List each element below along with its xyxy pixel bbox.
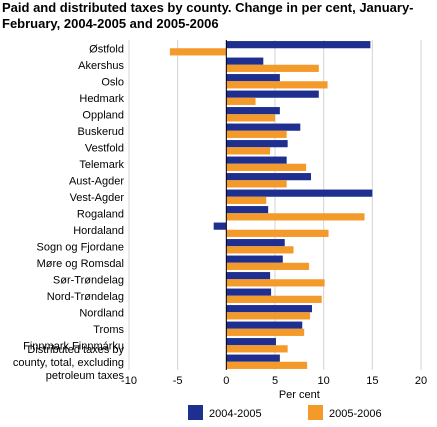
bar-2005-2006 [226,312,311,320]
category-label-line: county, total, excluding [13,357,124,369]
category-label: Finnmark Finnmárku [23,340,124,352]
bar-2004-2005 [226,305,312,313]
category-label-line: Aust-Agder [69,175,124,187]
bar-2005-2006 [226,97,256,105]
category-label: Hedmark [79,93,124,105]
bar-2005-2006 [226,147,271,155]
category-label-line: Buskerud [78,126,124,138]
category-label: Vestfold [85,142,124,154]
category-label: Aust-Agder [69,175,124,187]
category-label-line: Nord-Trøndelag [47,291,124,303]
bar-2004-2005 [226,123,301,131]
x-tick-label: -5 [173,375,183,387]
bar-2005-2006 [226,262,310,270]
category-label: Nordland [79,307,124,319]
bar-2004-2005 [226,338,276,346]
category-label: Rogaland [77,208,124,220]
bar-2004-2005 [226,321,303,329]
x-tick-label: 10 [318,375,330,387]
chart-title: Paid and distributed taxes by county. Ch… [2,0,414,31]
bar-2004-2005 [226,74,280,82]
bar-2005-2006 [226,279,325,287]
legend-label: 2005-2006 [329,408,382,420]
category-label: Buskerud [78,126,124,138]
category-label-line: Oppland [82,109,124,121]
bar-2004-2005 [226,156,287,164]
bar-2005-2006 [226,295,322,303]
bar-2005-2006 [226,180,287,188]
bar-2005-2006 [226,81,328,89]
x-tick-label: 0 [223,375,229,387]
bar-2005-2006 [226,213,365,221]
bar-2004-2005 [226,206,269,214]
bar-2004-2005 [226,57,264,65]
category-label-line: petroleum taxes [46,370,125,382]
bar-2005-2006 [226,246,294,254]
x-tick-label: 15 [366,375,378,387]
x-tick-label: 20 [415,375,427,387]
category-label-line: Oslo [101,76,124,88]
category-label-line: Finnmark Finnmárku [23,340,124,352]
bar-2004-2005 [226,107,280,115]
bar-2004-2005 [226,90,319,98]
bar-2005-2006 [226,114,275,122]
category-label-line: Sør-Trøndelag [53,274,124,286]
legend-swatch [188,405,203,420]
category-label-line: Rogaland [77,208,124,220]
category-label: Oslo [101,76,124,88]
bar-2005-2006 [169,48,227,56]
category-label: Oppland [82,109,124,121]
category-label-line: Akershus [78,60,124,72]
category-label: Sogn og Fjordane [37,241,124,253]
bar-2004-2005 [213,222,227,230]
bar-2005-2006 [226,345,288,353]
category-label-line: Distributed taxes by [27,344,124,356]
category-label-line: Vest-Agder [70,192,125,204]
legend-swatch [308,405,323,420]
bar-2004-2005 [226,140,288,148]
bar-2005-2006 [226,361,308,369]
category-label-line: Troms [93,324,124,336]
bar-2004-2005 [226,239,285,247]
category-label-line: Østfold [89,43,124,55]
bar-2004-2005 [226,272,271,280]
category-label: Østfold [89,43,124,55]
category-label: Sør-Trøndelag [53,274,124,286]
category-label-line: Telemark [79,159,124,171]
category-label-line: Vestfold [85,142,124,154]
category-label: Telemark [79,159,124,171]
category-label: Møre og Romsdal [37,258,124,270]
bar-2004-2005 [226,173,312,181]
bar-2005-2006 [226,196,267,204]
bar-2005-2006 [226,328,305,336]
category-label-line: Sogn og Fjordane [37,241,124,253]
bar-2004-2005 [226,354,280,362]
x-tick-label: -10 [121,375,137,387]
category-label: Vest-Agder [70,192,125,204]
bar-2004-2005 [226,41,371,49]
category-label-line: Hedmark [79,93,124,105]
category-label-line: Hordaland [73,225,124,237]
bar-2005-2006 [226,130,287,138]
category-label: Hordaland [73,225,124,237]
x-axis-title: Per cent [279,389,320,401]
category-label-line: Nordland [79,307,124,319]
bar-2004-2005 [226,189,373,197]
category-label: Nord-Trøndelag [47,291,124,303]
x-tick-label: 5 [272,375,278,387]
bar-2004-2005 [226,288,272,296]
bar-2004-2005 [226,255,283,263]
category-label: Distributed taxes by county, total, exclu… [13,344,125,382]
bar-2005-2006 [226,229,329,237]
category-label: Troms [93,324,124,336]
bar-2005-2006 [226,163,307,171]
category-label-line: Møre og Romsdal [37,258,124,270]
bar-2005-2006 [226,64,319,72]
category-label: Akershus [78,60,124,72]
legend-label: 2004-2005 [209,408,262,420]
